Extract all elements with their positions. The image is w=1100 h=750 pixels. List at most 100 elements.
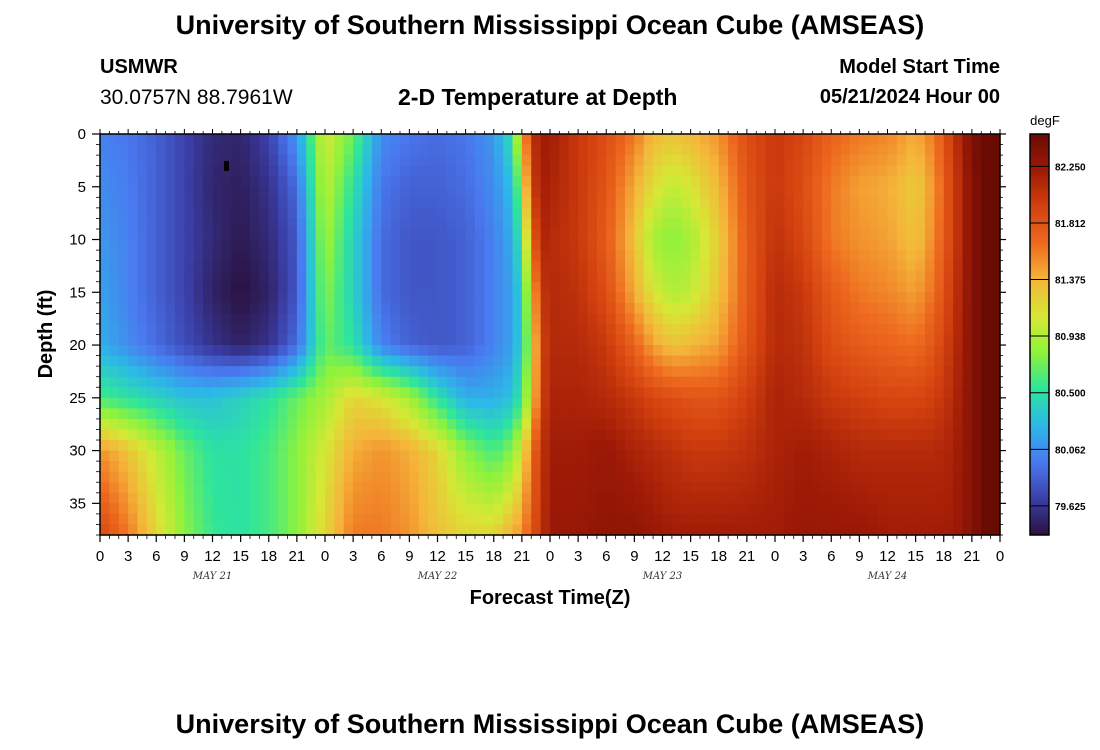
heatmap-cell bbox=[296, 450, 307, 462]
x-tick-label: 3 bbox=[799, 548, 807, 565]
heatmap-cell bbox=[259, 134, 270, 146]
heatmap-cell bbox=[737, 207, 748, 220]
heatmap-cell bbox=[137, 144, 148, 156]
heatmap-cell bbox=[381, 345, 392, 357]
heatmap-cell bbox=[615, 387, 626, 399]
heatmap-cell bbox=[475, 165, 485, 177]
heatmap-cell bbox=[334, 366, 345, 378]
heatmap-cell bbox=[756, 450, 767, 462]
heatmap-cell bbox=[409, 165, 420, 177]
heatmap-cell bbox=[878, 313, 889, 325]
heatmap-cell bbox=[128, 134, 139, 146]
heatmap-cell bbox=[250, 429, 260, 441]
heatmap-cell bbox=[775, 345, 785, 357]
heatmap-cell bbox=[512, 218, 523, 230]
heatmap-cell bbox=[690, 186, 701, 198]
heatmap-cell bbox=[287, 408, 298, 420]
heatmap-cell bbox=[700, 366, 710, 378]
heatmap-cell bbox=[531, 450, 542, 462]
heatmap-cell bbox=[671, 524, 682, 536]
heatmap-cell bbox=[306, 503, 317, 515]
heatmap-cell bbox=[821, 197, 832, 209]
heatmap-cell bbox=[690, 155, 701, 167]
heatmap-cell bbox=[240, 387, 251, 399]
heatmap-cell bbox=[137, 218, 148, 230]
heatmap-cell bbox=[681, 281, 692, 293]
heatmap-cell bbox=[231, 355, 242, 367]
heatmap-cell bbox=[859, 186, 870, 198]
heatmap-cell bbox=[784, 461, 795, 473]
heatmap-cell bbox=[859, 218, 870, 230]
heatmap-cell bbox=[746, 408, 757, 420]
heatmap-cell bbox=[831, 218, 842, 230]
heatmap-cell bbox=[475, 387, 485, 399]
heatmap-cell bbox=[821, 524, 832, 536]
heatmap-cell bbox=[587, 524, 598, 536]
heatmap-cell bbox=[334, 228, 345, 241]
heatmap-cell bbox=[578, 302, 589, 314]
heatmap-cell bbox=[521, 302, 532, 314]
heatmap-cell bbox=[100, 323, 110, 336]
heatmap-cell bbox=[859, 440, 870, 452]
x-tick-label: 15 bbox=[457, 548, 474, 565]
heatmap-cell bbox=[812, 165, 823, 177]
heatmap-cell bbox=[503, 408, 514, 420]
heatmap-cell bbox=[831, 197, 842, 209]
heatmap-cell bbox=[203, 144, 214, 156]
heatmap-cell bbox=[409, 418, 420, 431]
heatmap-cell bbox=[765, 461, 776, 473]
heatmap-cell bbox=[371, 207, 382, 220]
heatmap-cell bbox=[709, 313, 720, 325]
heatmap-cell bbox=[821, 292, 832, 304]
heatmap-cell bbox=[512, 524, 523, 536]
heatmap-cell bbox=[953, 155, 964, 167]
heatmap-cell bbox=[943, 366, 954, 378]
heatmap-cell bbox=[334, 323, 345, 336]
heatmap-cell bbox=[418, 376, 429, 388]
heatmap-cell bbox=[812, 134, 823, 146]
heatmap-cell bbox=[662, 524, 673, 536]
heatmap-cell bbox=[596, 513, 607, 526]
heatmap-cell bbox=[306, 207, 317, 220]
heatmap-cell bbox=[175, 408, 185, 420]
heatmap-cell bbox=[953, 313, 964, 325]
heatmap-cell bbox=[184, 218, 195, 230]
heatmap-cell bbox=[643, 334, 654, 346]
heatmap-cell bbox=[625, 260, 635, 272]
heatmap-cell bbox=[128, 144, 139, 156]
heatmap-cell bbox=[840, 429, 851, 441]
heatmap-cell bbox=[700, 302, 710, 314]
heatmap-cell bbox=[840, 302, 851, 314]
heatmap-cell bbox=[184, 302, 195, 314]
heatmap-cell bbox=[681, 207, 692, 220]
heatmap-cell bbox=[568, 323, 579, 336]
heatmap-cell bbox=[606, 429, 617, 441]
heatmap-cell bbox=[287, 492, 298, 504]
heatmap-cell bbox=[371, 292, 382, 304]
heatmap-cell bbox=[756, 239, 767, 251]
heatmap-cell bbox=[540, 176, 551, 188]
heatmap-cell bbox=[615, 155, 626, 167]
heatmap-cell bbox=[625, 418, 635, 431]
heatmap-cell bbox=[503, 503, 514, 515]
heatmap-cell bbox=[718, 144, 729, 156]
heatmap-cell bbox=[859, 292, 870, 304]
heatmap-cell bbox=[653, 176, 664, 188]
heatmap-cell bbox=[315, 239, 326, 251]
x-tick-label: 21 bbox=[964, 548, 981, 565]
heatmap-cell bbox=[831, 144, 842, 156]
heatmap-cell bbox=[690, 524, 701, 536]
heatmap-cell bbox=[428, 355, 439, 367]
heatmap-cell bbox=[484, 134, 495, 146]
heatmap-cell bbox=[962, 271, 973, 283]
heatmap-cell bbox=[100, 302, 110, 314]
heatmap-cell bbox=[118, 260, 129, 272]
heatmap-cell bbox=[175, 207, 185, 220]
heatmap-cell bbox=[840, 281, 851, 293]
heatmap-cell bbox=[596, 271, 607, 283]
heatmap-cell bbox=[859, 155, 870, 167]
heatmap-cell bbox=[306, 345, 317, 357]
y-tick-label: 15 bbox=[69, 284, 86, 301]
heatmap-cell bbox=[231, 366, 242, 378]
heatmap-cell bbox=[306, 176, 317, 188]
